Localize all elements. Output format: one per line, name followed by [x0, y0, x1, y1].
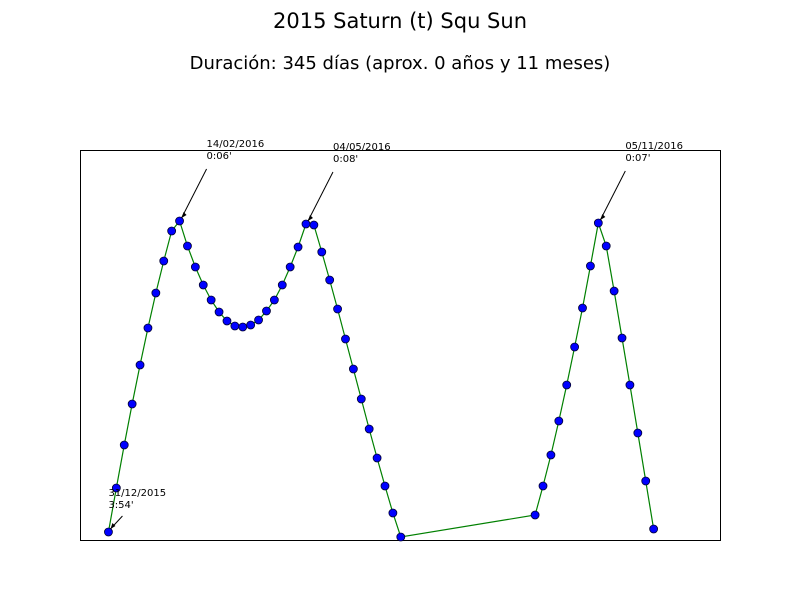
data-point	[159, 256, 169, 266]
data-point	[301, 219, 311, 229]
data-point	[570, 342, 580, 352]
data-point	[546, 450, 556, 460]
data-point	[593, 218, 603, 228]
annotation-arrowhead	[181, 212, 187, 218]
annotation-date: 31/12/2015	[108, 488, 166, 499]
data-point	[341, 334, 350, 344]
data-point	[578, 303, 587, 313]
data-point	[586, 261, 595, 271]
annotation-arrow	[307, 171, 334, 222]
data-point	[538, 481, 548, 491]
annotation-arrow	[181, 168, 208, 219]
data-point	[111, 483, 121, 493]
data-point	[530, 510, 540, 520]
data-point	[325, 275, 335, 285]
data-point	[380, 481, 390, 491]
data-point	[388, 508, 398, 518]
data-point	[356, 394, 366, 404]
data-point	[262, 306, 271, 316]
data-point	[601, 241, 611, 251]
annotation-arrowhead	[307, 215, 313, 221]
data-point	[617, 333, 627, 343]
data-point	[183, 241, 192, 251]
data-point	[135, 360, 145, 370]
annotation-arrowhead	[600, 214, 606, 220]
data-point	[198, 280, 208, 290]
data-point	[554, 416, 564, 426]
data-point	[562, 380, 572, 390]
annotation-date: 14/02/2016	[207, 139, 265, 150]
data-point	[175, 216, 184, 226]
data-point	[396, 532, 406, 542]
data-point	[119, 440, 129, 450]
data-point	[348, 364, 358, 374]
annotation-orb: 0:08'	[333, 154, 358, 165]
annotation-orb: 3:54'	[108, 500, 133, 511]
data-point	[222, 316, 232, 326]
data-point	[127, 399, 137, 409]
data-point	[372, 453, 382, 463]
annotation-date: 04/05/2016	[333, 142, 391, 153]
data-point	[317, 247, 327, 257]
data-point	[206, 295, 216, 305]
data-point	[277, 280, 287, 290]
chart-subtitle: Duración: 345 días (aprox. 0 años y 11 m…	[190, 53, 611, 74]
chart-title: 2015 Saturn (t) Squ Sun	[273, 9, 527, 33]
data-point	[238, 322, 248, 332]
data-point	[333, 304, 342, 314]
data-point	[641, 476, 651, 486]
data-point	[633, 428, 643, 438]
data-point	[625, 380, 635, 390]
data-point	[649, 524, 659, 534]
annotation-date: 05/11/2016	[625, 141, 683, 152]
data-point	[364, 424, 374, 434]
data-point	[293, 242, 303, 252]
data-point	[151, 288, 161, 298]
annotation-orb: 0:06'	[207, 151, 232, 162]
annotation-arrowhead	[110, 523, 116, 529]
data-point	[246, 320, 256, 330]
data-point	[214, 307, 224, 317]
data-point	[285, 262, 295, 272]
annotation-arrow	[599, 170, 626, 221]
data-point	[254, 315, 263, 325]
data-point	[230, 321, 240, 331]
annotation-orb: 0:07'	[625, 153, 650, 164]
data-point	[190, 262, 200, 272]
data-point	[143, 323, 153, 333]
data-point	[104, 527, 113, 537]
data-point	[167, 226, 177, 236]
data-point	[269, 295, 279, 305]
data-point	[609, 286, 619, 296]
data-point	[309, 220, 319, 230]
